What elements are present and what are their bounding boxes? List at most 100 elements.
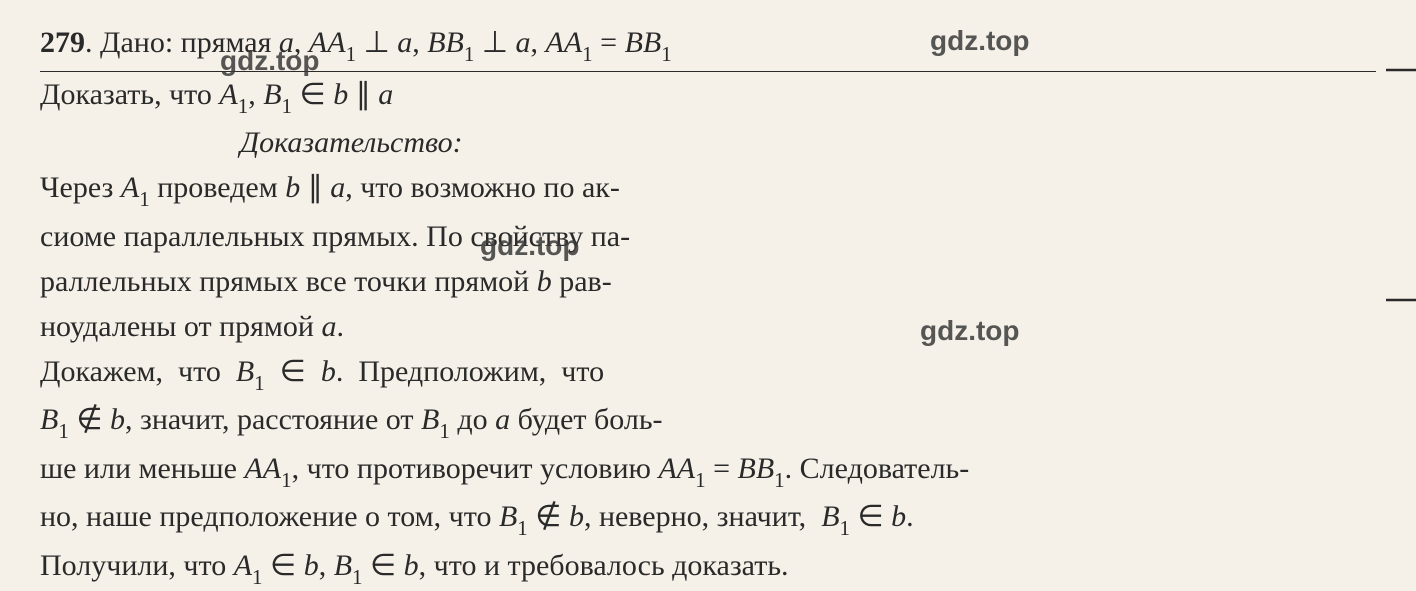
problem-number: 279: [40, 26, 85, 59]
text: проведем: [150, 171, 286, 204]
math: B: [499, 500, 517, 533]
proof-line: раллельных прямых все точки прямой b рав…: [40, 259, 1376, 304]
text: , что и требовалось доказать.: [419, 549, 789, 582]
text: до: [450, 403, 495, 436]
text: , что возможно по ак-: [345, 171, 620, 204]
math-sub: 1: [139, 187, 150, 211]
proof-line: B1 ∉ b, значит, расстояние от B1 до a бу…: [40, 397, 1376, 446]
text: , неверно, значит,: [584, 500, 821, 533]
math: AA: [546, 26, 583, 59]
text: .: [85, 26, 100, 59]
math: ∥: [308, 171, 323, 204]
math: [296, 549, 304, 582]
math: b: [569, 500, 584, 533]
math: ∉: [535, 500, 561, 533]
math-sub: 1: [517, 516, 528, 540]
math-sub: 1: [582, 42, 593, 66]
text: . Следователь-: [785, 452, 970, 485]
math: ,: [531, 26, 546, 59]
math-sub: 1: [282, 94, 293, 118]
math-sub: 1: [439, 419, 450, 443]
text-column: 279. Дано: прямая a, AA1 ⊥ a, BB1 ⊥ a, A…: [40, 20, 1376, 591]
math: ∈: [370, 549, 396, 582]
math: B: [40, 403, 58, 436]
proof-label: Доказательство:: [40, 120, 1376, 165]
geometry-diagram: A1B1baAB: [1376, 30, 1416, 370]
text: раллельных прямых все точки прямой: [40, 265, 537, 298]
text: , значит, расстояние от: [125, 403, 421, 436]
math: a: [495, 403, 510, 436]
math: [265, 355, 280, 388]
math-sub: 1: [352, 565, 363, 589]
math: B: [263, 78, 281, 111]
math: AA: [244, 452, 281, 485]
text: . Предположим, что: [336, 355, 604, 388]
math: ⊥: [482, 26, 508, 59]
given-line: 279. Дано: прямая a, AA1 ⊥ a, BB1 ⊥ a, A…: [40, 20, 1376, 72]
given-text: прямая: [181, 26, 279, 59]
math: AA: [658, 452, 695, 485]
text: Получили, что: [40, 549, 234, 582]
math: ,: [412, 26, 427, 59]
math: b: [110, 403, 125, 436]
math: [706, 452, 714, 485]
math-sub: 1: [661, 42, 672, 66]
proof-line: Через A1 проведем b ∥ a, что возможно по…: [40, 165, 1376, 214]
math: [292, 78, 300, 111]
math: [263, 549, 271, 582]
math: A: [234, 549, 252, 582]
proof-line: ше или меньше AA1, что противоречит усло…: [40, 446, 1376, 495]
math: AA: [309, 26, 346, 59]
proof-line: но, наше предположение о том, что B1 ∉ b…: [40, 494, 1376, 543]
text: ноудалены от прямой: [40, 310, 321, 343]
text: Докажем, что: [40, 355, 236, 388]
math: .: [336, 310, 344, 343]
math: BB: [427, 26, 464, 59]
math: [396, 549, 404, 582]
text: Через: [40, 171, 121, 204]
math: [561, 500, 569, 533]
math: A: [219, 78, 237, 111]
prove-line: Доказать, что A1, B1 ∈ b ∥ a: [40, 72, 1376, 121]
math: .: [906, 500, 914, 533]
math: a: [378, 78, 393, 111]
given-label: Дано:: [100, 26, 173, 59]
math: a: [516, 26, 531, 59]
math: ∈: [300, 78, 326, 111]
math: b: [891, 500, 906, 533]
math: A: [121, 171, 139, 204]
text: рав-: [552, 265, 612, 298]
math-sub: 1: [695, 468, 706, 492]
math: ∉: [76, 403, 102, 436]
page-content: 279. Дано: прямая a, AA1 ⊥ a, BB1 ⊥ a, A…: [40, 20, 1376, 591]
math: [850, 500, 858, 533]
proof-line: сиоме параллельных прямых. По свойству п…: [40, 214, 1376, 259]
math: ,: [294, 26, 309, 59]
math: a: [330, 171, 345, 204]
math: b: [321, 355, 336, 388]
proof-line: Докажем, что B1 ∈ b. Предположим, что: [40, 349, 1376, 398]
math: B: [821, 500, 839, 533]
math: a: [321, 310, 336, 343]
math-sub: 1: [774, 468, 785, 492]
math: [508, 26, 516, 59]
math: BB: [738, 452, 775, 485]
math: ∈: [270, 549, 296, 582]
math: B: [334, 549, 352, 582]
math: b: [304, 549, 319, 582]
math-sub: 1: [58, 419, 69, 443]
math: =: [600, 26, 617, 59]
math-sub: 1: [346, 42, 357, 66]
proof-line: ноудалены от прямой a.: [40, 304, 1376, 349]
math: ∈: [858, 500, 884, 533]
math: =: [713, 452, 730, 485]
math: [617, 26, 625, 59]
math-sub: 1: [238, 94, 249, 118]
math: [306, 355, 321, 388]
text: , что противоречит условию: [292, 452, 659, 485]
math: ,: [248, 78, 263, 111]
math-sub: 1: [840, 516, 851, 540]
math: [300, 171, 308, 204]
text: ше или меньше: [40, 452, 244, 485]
math: b: [333, 78, 348, 111]
